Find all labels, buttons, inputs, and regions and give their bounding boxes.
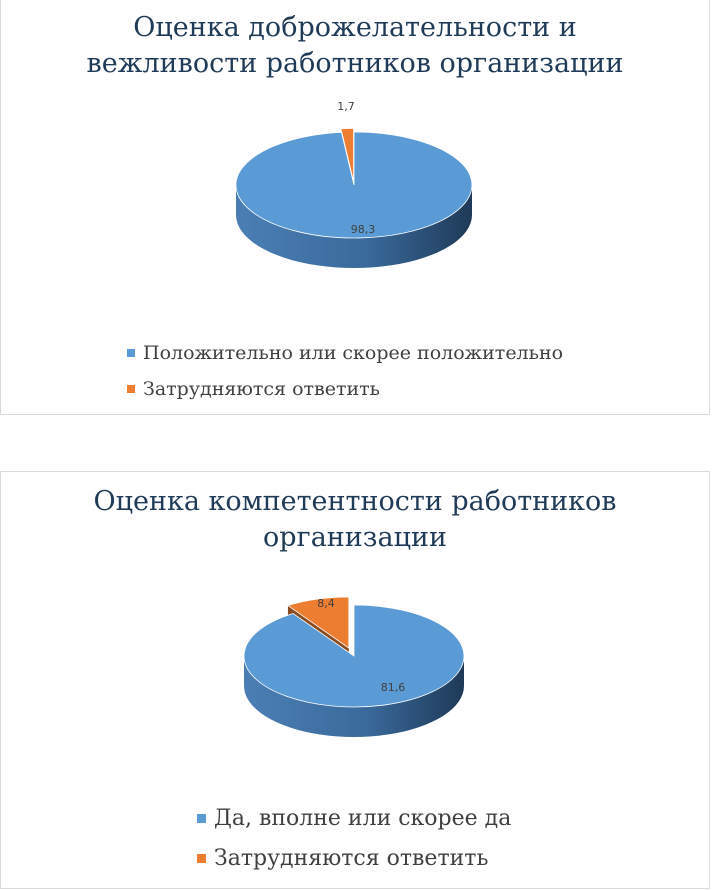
chart-title-1: Оценка доброжелательности и вежливости р…	[1, 10, 709, 82]
pie-2-slice-1-side	[244, 656, 464, 737]
legend-1-item-1: Положительно или скорее положительно	[127, 342, 563, 364]
pie-1-data-label-1: 98,3	[351, 223, 376, 236]
chart-title-1-line-2: вежливости работников организации	[86, 48, 624, 79]
legend-1-label-2: Затрудняются ответить	[143, 378, 381, 400]
pie-2-slice-2	[287, 596, 350, 649]
legend-2-label-1: Да, вполне или скорее да	[214, 806, 512, 831]
pie-2-slice-1	[243, 604, 465, 708]
legend-1-swatch-orange	[127, 385, 135, 393]
chart-title-2-line-2: организации	[263, 522, 447, 553]
chart-title-2: Оценка компетентности работников организ…	[1, 484, 709, 556]
chart-title-1-line-1: Оценка доброжелательности и	[133, 12, 577, 43]
pie-1-slice-1	[235, 131, 473, 239]
pie-1-slice-1-side	[236, 185, 472, 268]
chart-title-2-line-1: Оценка компетентности работников	[93, 486, 617, 517]
legend-2-swatch-blue	[197, 814, 206, 823]
pie-chart-1: 98,3 1,7	[235, 100, 473, 268]
pie-2-data-label-1: 81,6	[381, 681, 406, 694]
pie-chart-2: 81,6 8,4	[243, 596, 465, 737]
legend-1-item-2: Затрудняются ответить	[127, 378, 380, 400]
pie-1-slice-2	[340, 128, 354, 182]
legend-2-swatch-orange	[197, 854, 206, 863]
legend-2-item-2: Затрудняются ответить	[197, 846, 488, 871]
pie-2-data-label-2: 8,4	[317, 597, 335, 610]
chart-panel-1: Оценка доброжелательности и вежливости р…	[0, 0, 710, 415]
legend-1-swatch-blue	[127, 349, 135, 357]
legend-1-label-1: Положительно или скорее положительно	[143, 342, 564, 364]
pie-1-data-label-2: 1,7	[337, 100, 355, 113]
legend-2-item-1: Да, вполне или скорее да	[197, 806, 511, 831]
legend-2-label-2: Затрудняются ответить	[214, 846, 489, 871]
chart-panel-2: Оценка компетентности работников организ…	[0, 471, 710, 889]
